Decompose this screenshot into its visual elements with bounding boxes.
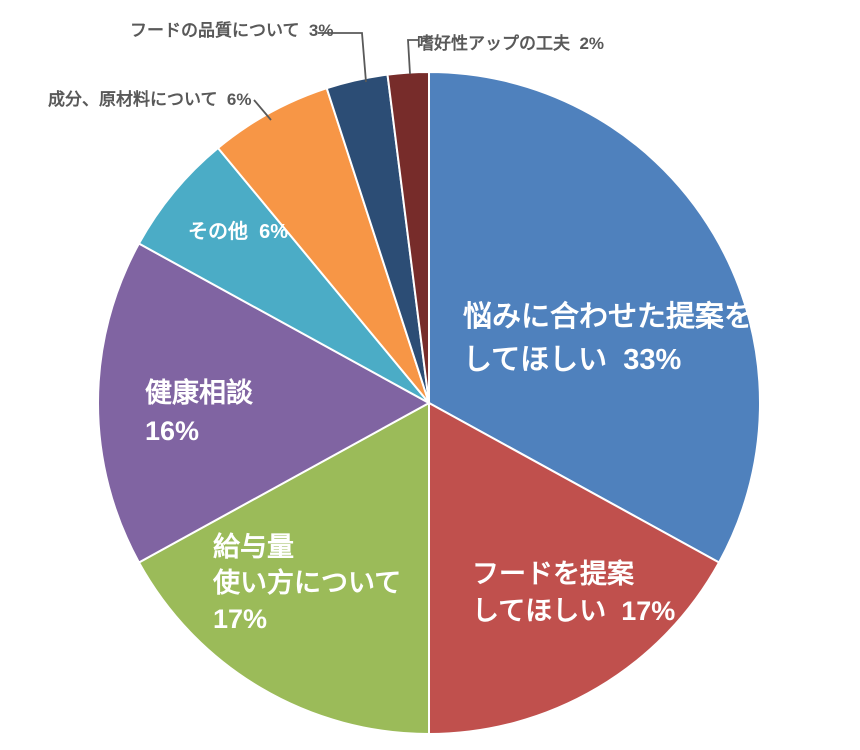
- slice-label-0-line-0: 悩みに合わせた提案を: [463, 301, 754, 333]
- pie-slice-2: [137, 402, 430, 735]
- slice-label-2-line-2: 17%: [213, 604, 268, 634]
- slice-label-3-line-0: 健康相談: [145, 378, 253, 408]
- slice-label-2: 給与量使い方について 17%: [213, 529, 401, 637]
- slice-label-4: その他 6%: [188, 219, 288, 245]
- pie-slice-1: [428, 402, 721, 735]
- slice-label-3-line-1: 16%: [145, 416, 200, 446]
- slice-label-6-line-0: フードの品質について 3%: [130, 21, 334, 40]
- slice-label-4-line-0: その他 6%: [188, 221, 289, 243]
- slice-label-5: 成分、原材料について 6%: [48, 89, 252, 111]
- slice-label-0: 悩みに合わせた提案を してほしい 33%: [463, 296, 753, 382]
- slice-label-3: 健康相談 16%: [145, 374, 253, 450]
- slice-label-1-line-1: してほしい 17%: [472, 596, 676, 626]
- leader-line-5: [253, 99, 272, 121]
- leader-line-7: [407, 39, 418, 75]
- slice-label-2-line-0: 給与量: [213, 532, 294, 562]
- pie-slice-4: [137, 146, 430, 404]
- pie-slice-0: [428, 71, 761, 564]
- slice-label-1-line-0: フードを提案: [472, 559, 634, 589]
- slice-label-6: フードの品質について 3%: [130, 20, 334, 42]
- slice-label-5-line-0: 成分、原材料について 6%: [48, 90, 252, 109]
- slice-label-7: 嗜好性アップの工夫 2%: [417, 33, 604, 55]
- slice-label-0-line-1: してほしい 33%: [463, 344, 682, 376]
- slice-label-7-line-0: 嗜好性アップの工夫 2%: [417, 34, 605, 53]
- leader-line-6: [318, 32, 367, 83]
- slice-label-1: フードを提案してほしい 17%: [472, 556, 675, 630]
- slice-label-2-line-1: 使い方について: [213, 568, 402, 598]
- pie-slice-3: [96, 242, 430, 564]
- pie-slice-5: [217, 87, 430, 404]
- pie-slice-7: [386, 71, 430, 404]
